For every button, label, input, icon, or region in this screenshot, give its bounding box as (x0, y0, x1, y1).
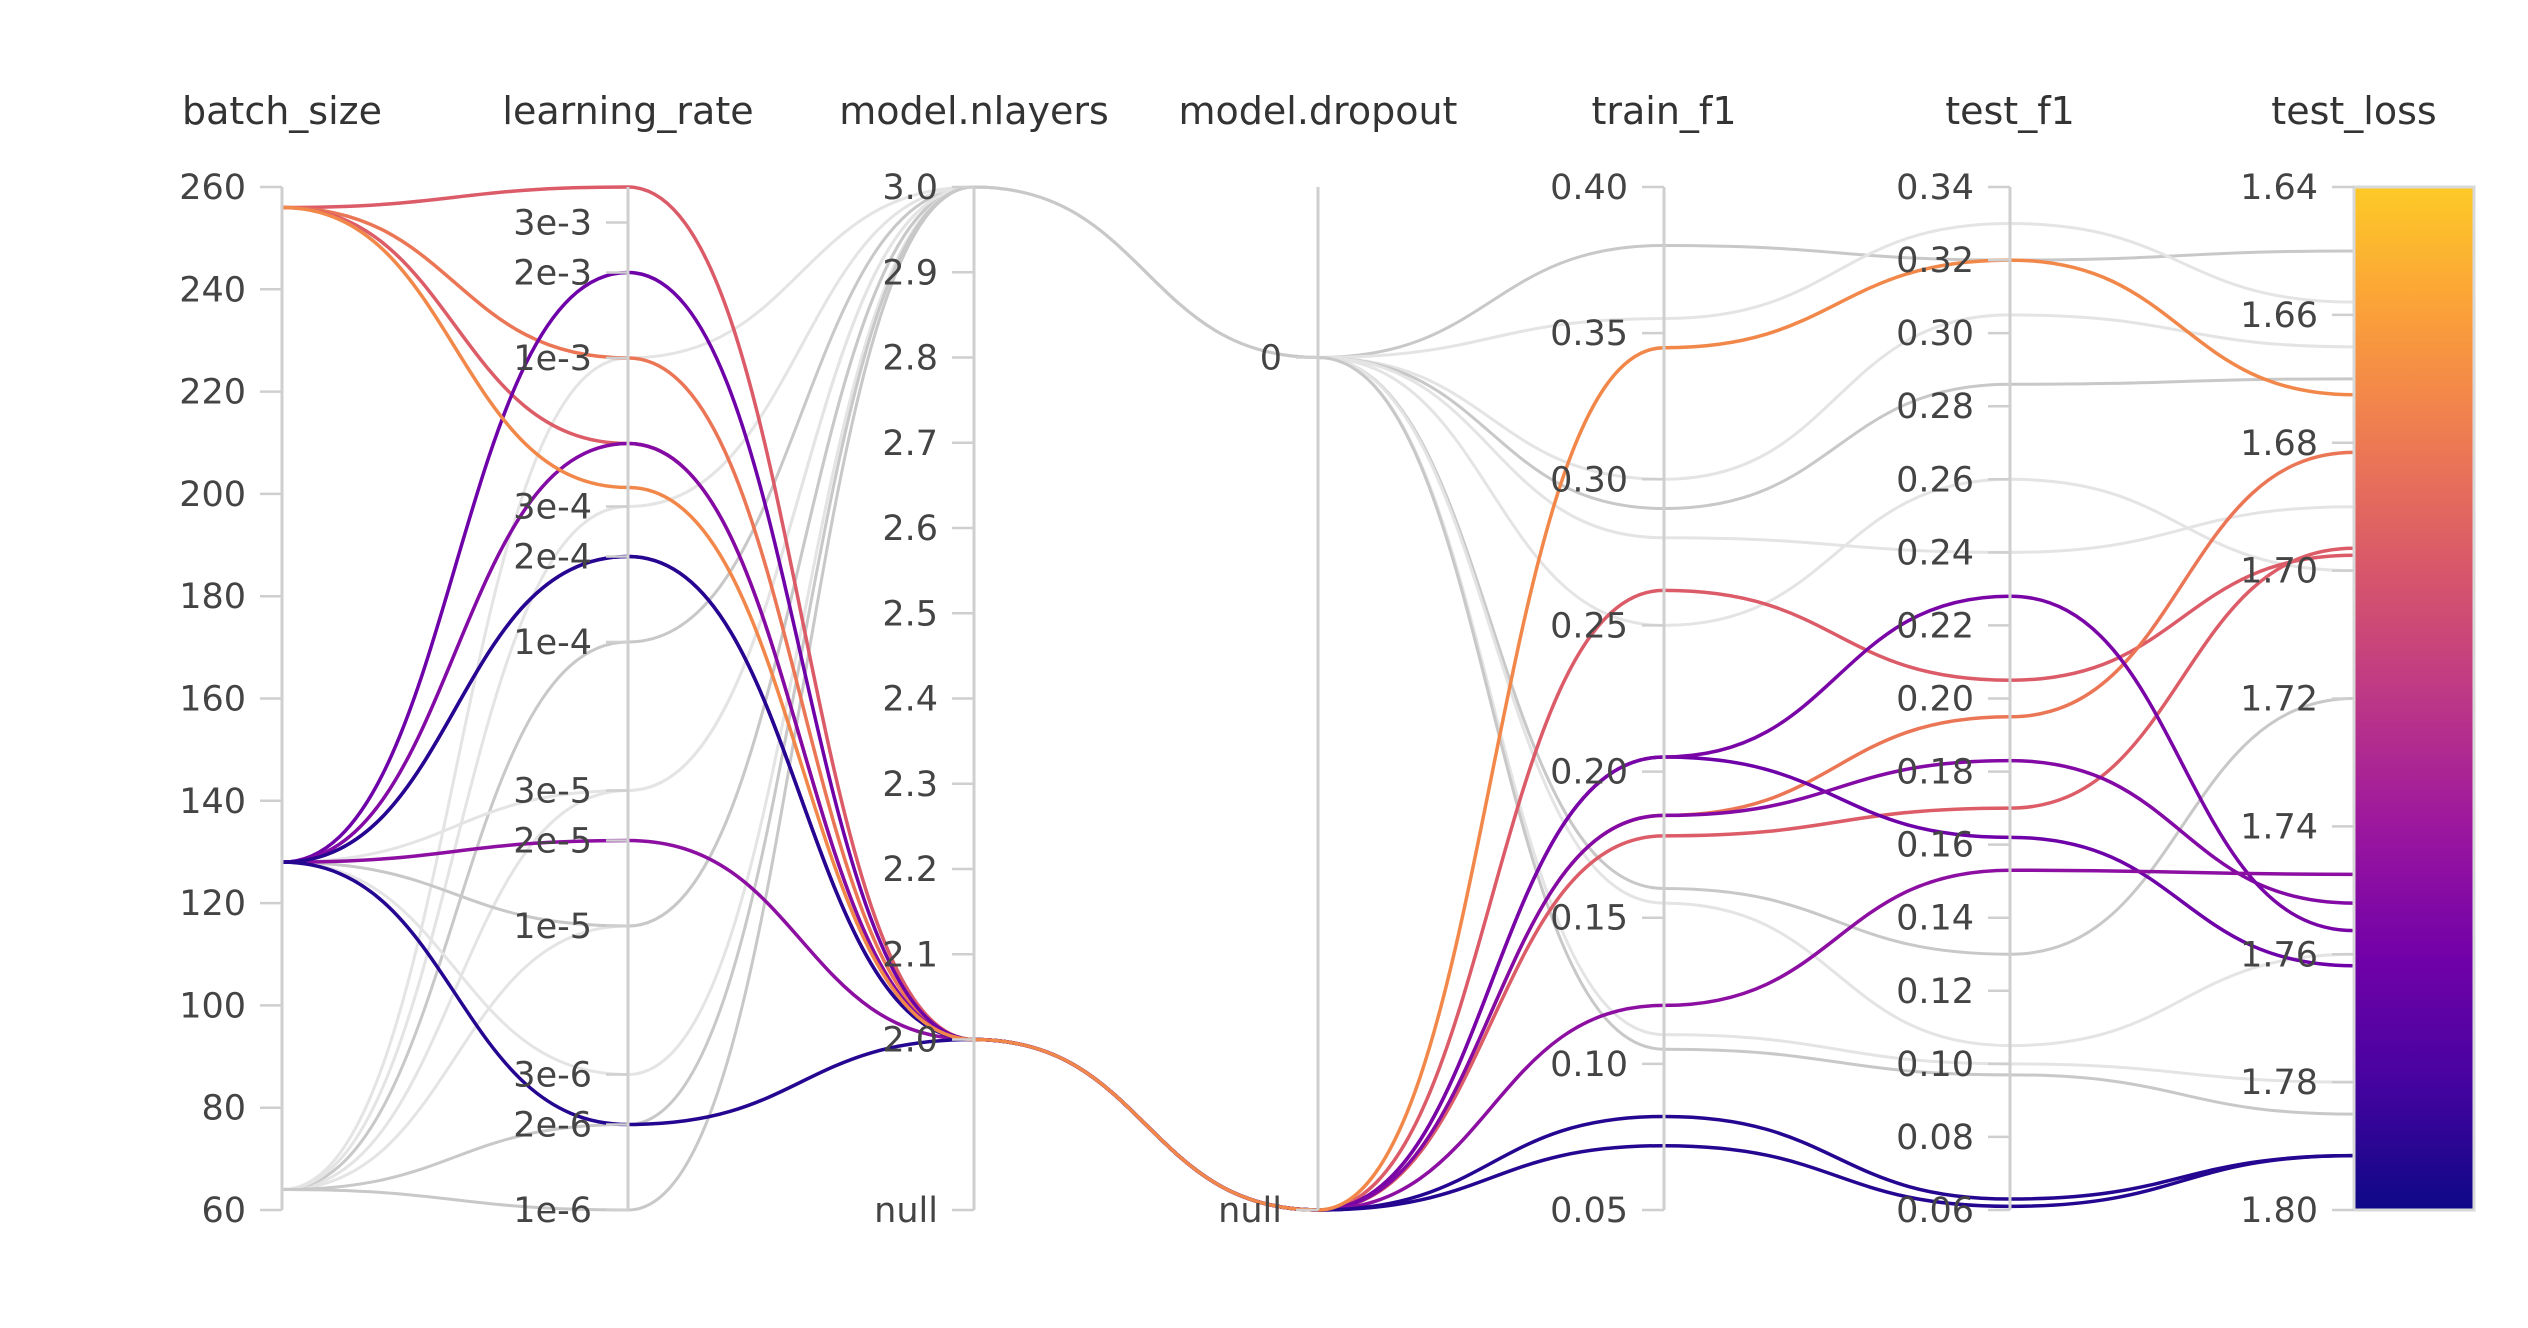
tick-label: 80 (201, 1089, 246, 1129)
axis-title: test_loss (2271, 89, 2436, 133)
tick-label: 2e-3 (513, 253, 592, 293)
tick-label: 0.08 (1896, 1118, 1974, 1158)
axis-learning-rate[interactable]: learning_rate 1e-6 2e-6 3e-6 1e-5 2e-5 3e-5 1e-… (502, 89, 753, 1231)
tick-label: 1.80 (2240, 1191, 2318, 1231)
tick-label: 0.35 (1550, 314, 1628, 354)
tick-label: 0.24 (1896, 533, 1974, 573)
axis-test-f1[interactable]: test_f1 0.06 0.08 0.10 0.12 0.14 0.16 0.18 0.20 0… (1896, 89, 2075, 1231)
tick-label: 2e-5 (513, 822, 592, 862)
axes: batch_size 60 80 100 120 140 160 180 200 220 240 26… (179, 89, 2437, 1231)
tick-label: 0.25 (1550, 606, 1628, 646)
axis-batch-size[interactable]: batch_size 60 80 100 120 140 160 180 200 220 240 26… (179, 89, 382, 1231)
tick-label: 0.18 (1896, 753, 1974, 793)
tick-label: 2e-6 (513, 1106, 592, 1146)
tick-label: 0.30 (1896, 314, 1974, 354)
tick-label: 140 (179, 782, 246, 822)
tick-label: 1.64 (2240, 168, 2318, 208)
tick-label: 0.12 (1896, 972, 1974, 1012)
tick-label: 0 (1260, 339, 1282, 379)
axis-model-dropout[interactable]: model.dropout null 0 (1179, 89, 1458, 1231)
tick-label: 1.66 (2240, 296, 2318, 336)
tick-label: 2.0 (882, 1021, 938, 1061)
axis-test-loss[interactable]: test_loss 1.64 1.66 1.68 1.70 1.72 1.74 1.76 1.7… (2240, 89, 2437, 1231)
tick-label: 2.5 (882, 594, 938, 634)
tick-label: 0.16 (1896, 826, 1974, 866)
tick-label: 3e-4 (513, 487, 592, 527)
tick-label: 160 (179, 680, 246, 720)
tick-label: null (1218, 1191, 1282, 1231)
axis-train-f1[interactable]: train_f1 0.05 0.10 0.15 0.20 0.25 0.30 0.35 0.40 (1550, 89, 1736, 1231)
tick-label: 0.22 (1896, 606, 1974, 646)
tick-label: 1.68 (2240, 424, 2318, 464)
tick-label: 2.4 (882, 680, 938, 720)
tick-label: 1e-6 (513, 1191, 592, 1231)
tick-label: 2.7 (882, 424, 938, 464)
tick-label: 3e-6 (513, 1055, 592, 1095)
tick-label: 2.2 (882, 850, 938, 890)
tick-label: 1.78 (2240, 1063, 2318, 1103)
tick-label: 1.72 (2240, 680, 2318, 720)
tick-label: 0.28 (1896, 387, 1974, 427)
tick-label: 0.30 (1550, 460, 1628, 500)
tick-label: 3e-3 (513, 203, 592, 243)
axis-title: model.dropout (1179, 89, 1458, 133)
tick-label: 2.3 (882, 765, 938, 805)
axis-title: model.nlayers (839, 89, 1109, 133)
tick-label: 1e-5 (513, 907, 592, 947)
tick-label: 0.06 (1896, 1191, 1974, 1231)
axis-title: train_f1 (1591, 89, 1736, 133)
tick-label: 0.10 (1896, 1045, 1974, 1085)
tick-label: 3.0 (882, 168, 938, 208)
axis-model-nlayers[interactable]: model.nlayers null 2.0 2.1 2.2 2.3 2.4 2.5 2.6 2.… (839, 89, 1109, 1231)
tick-label: 120 (179, 884, 246, 924)
tick-label: 200 (179, 475, 246, 515)
tick-label: 0.14 (1896, 899, 1974, 939)
tick-label: 1.76 (2240, 935, 2318, 975)
tick-label: 2.9 (882, 253, 938, 293)
tick-label: 180 (179, 577, 246, 617)
tick-label: 1e-4 (513, 623, 592, 663)
tick-label: 0.32 (1896, 241, 1974, 281)
background-run-line (281, 185, 2355, 1192)
tick-label: 0.20 (1896, 680, 1974, 720)
tick-label: 100 (179, 986, 246, 1026)
tick-label: 0.10 (1550, 1045, 1628, 1085)
tick-label: 0.20 (1550, 753, 1628, 793)
tick-label: 0.15 (1550, 899, 1628, 939)
tick-label: 220 (179, 373, 246, 413)
tick-label: 1.70 (2240, 552, 2318, 592)
colorbar (2352, 185, 2476, 1212)
tick-label: 0.05 (1550, 1191, 1628, 1231)
axis-title: test_f1 (1945, 89, 2075, 133)
tick-label: 2.8 (882, 339, 938, 379)
tick-label: 0.34 (1896, 168, 1974, 208)
tick-label: 0.26 (1896, 460, 1974, 500)
tick-label: 3e-5 (513, 771, 592, 811)
tick-label: 260 (179, 168, 246, 208)
tick-label: 240 (179, 270, 246, 310)
tick-label: 1e-3 (513, 339, 592, 379)
axis-title: batch_size (182, 89, 382, 133)
tick-label: 2e-4 (513, 537, 592, 577)
tick-label: 60 (201, 1191, 246, 1231)
tick-label: 2.1 (882, 935, 938, 975)
tick-label: null (874, 1191, 938, 1231)
axis-title: learning_rate (502, 89, 753, 133)
tick-label: 1.74 (2240, 807, 2318, 847)
tick-label: 2.6 (882, 509, 938, 549)
tick-label: 0.40 (1550, 168, 1628, 208)
